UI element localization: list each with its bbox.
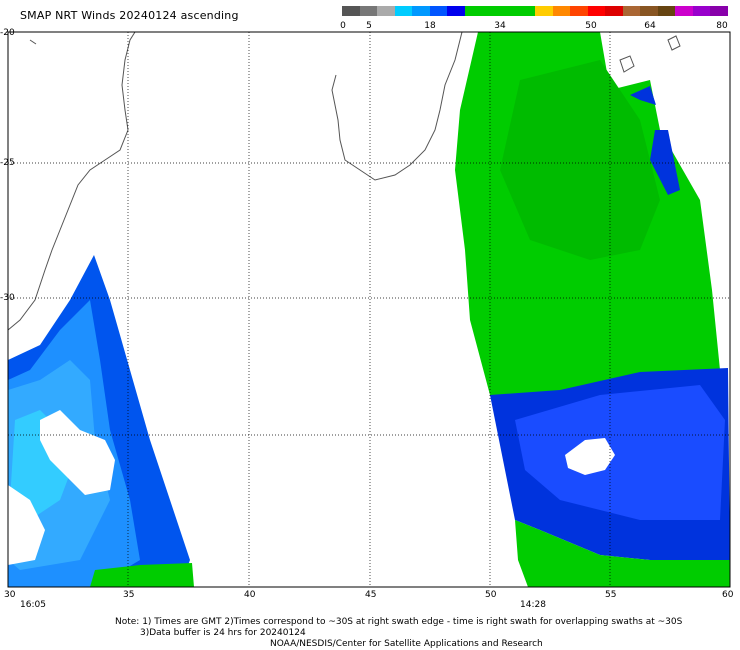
colorbar-segment bbox=[570, 6, 588, 16]
map-title: SMAP NRT Winds 20240124 ascending bbox=[20, 9, 239, 22]
colorbar-label: 80 bbox=[716, 21, 728, 31]
colorbar-segment bbox=[359, 6, 378, 16]
colorbar-segment bbox=[447, 6, 465, 16]
west-swath bbox=[8, 255, 194, 587]
colorbar-segment bbox=[710, 6, 729, 16]
lon-label: 55 bbox=[605, 590, 617, 600]
east-swath bbox=[455, 32, 730, 587]
colorbar-segment bbox=[429, 6, 448, 16]
lat-label: -20 bbox=[0, 28, 15, 38]
colorbar-segment bbox=[464, 6, 483, 16]
lon-label: 45 bbox=[365, 590, 377, 600]
map-frame bbox=[7, 31, 731, 588]
colorbar-segment bbox=[535, 6, 553, 16]
graticule bbox=[8, 32, 730, 587]
colorbar-segment bbox=[394, 6, 413, 16]
colorbar-segment bbox=[622, 6, 641, 16]
lon-label: 30 bbox=[4, 590, 16, 600]
lon-label: 35 bbox=[123, 590, 135, 600]
colorbar-segment bbox=[482, 6, 500, 16]
lon-label: 50 bbox=[485, 590, 497, 600]
colorbar-label: 50 bbox=[585, 21, 597, 31]
colorbar-label: 5 bbox=[366, 21, 372, 31]
wind-speed-colorbar bbox=[342, 6, 729, 16]
colorbar-segment bbox=[552, 6, 571, 16]
colorbar-segment bbox=[692, 6, 711, 16]
lon-label: 60 bbox=[722, 590, 734, 600]
footer-note-line2: 3)Data buffer is 24 hrs for 20240124 bbox=[140, 628, 306, 638]
coastline bbox=[7, 31, 681, 331]
swath-time-west: 16:05 bbox=[20, 600, 46, 610]
colorbar-label: 34 bbox=[494, 21, 506, 31]
colorbar-segment bbox=[499, 6, 518, 16]
colorbar-segment bbox=[517, 6, 536, 16]
lat-label: -30 bbox=[0, 293, 15, 303]
lon-label: 40 bbox=[244, 590, 256, 600]
colorbar-segment bbox=[675, 6, 693, 16]
footer-note-line1: Note: 1) Times are GMT 2)Times correspon… bbox=[115, 617, 683, 627]
swath-time-east: 14:28 bbox=[520, 600, 546, 610]
colorbar-segment bbox=[605, 6, 623, 16]
colorbar-segment bbox=[342, 6, 360, 16]
colorbar-segment bbox=[412, 6, 430, 16]
colorbar-segment bbox=[640, 6, 658, 16]
colorbar-segment bbox=[657, 6, 676, 16]
colorbar-label: 64 bbox=[644, 21, 656, 31]
footer-credit: NOAA/NESDIS/Center for Satellite Applica… bbox=[270, 639, 543, 649]
colorbar-label: 18 bbox=[424, 21, 436, 31]
colorbar-segment bbox=[377, 6, 395, 16]
lat-label: -25 bbox=[0, 158, 15, 168]
colorbar-segment bbox=[587, 6, 606, 16]
colorbar-label: 0 bbox=[340, 21, 346, 31]
